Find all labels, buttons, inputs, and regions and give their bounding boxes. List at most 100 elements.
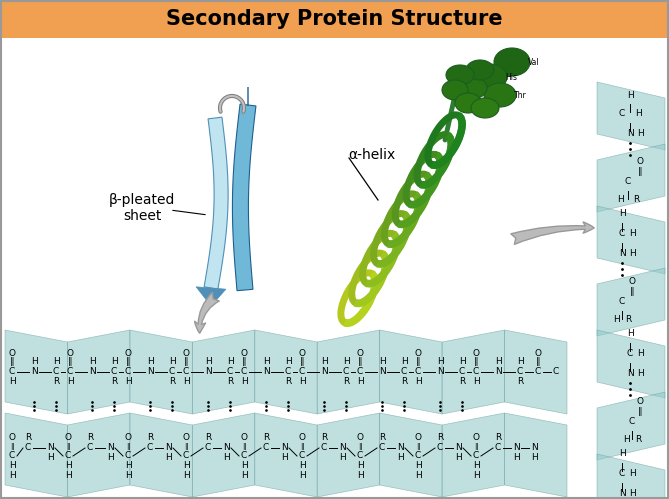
Text: H: H — [241, 462, 248, 471]
Text: ‖: ‖ — [536, 357, 541, 366]
Polygon shape — [68, 413, 130, 497]
Text: ‖: ‖ — [358, 357, 362, 366]
Polygon shape — [597, 392, 665, 460]
Text: β-pleated
sheet: β-pleated sheet — [109, 193, 175, 223]
Text: H: H — [169, 357, 175, 366]
Text: C: C — [299, 452, 305, 461]
Text: C: C — [241, 367, 247, 377]
Text: C: C — [437, 444, 443, 453]
Text: C: C — [169, 367, 175, 377]
Ellipse shape — [457, 77, 487, 99]
Text: H: H — [629, 489, 636, 498]
Text: H: H — [124, 472, 131, 481]
Text: N: N — [627, 129, 634, 138]
Polygon shape — [192, 330, 255, 414]
Text: O: O — [415, 434, 421, 443]
Text: N: N — [88, 367, 96, 377]
Polygon shape — [68, 330, 130, 414]
Text: ‖: ‖ — [300, 357, 304, 366]
Text: C: C — [517, 367, 523, 377]
Polygon shape — [255, 413, 317, 497]
Polygon shape — [504, 413, 567, 497]
Text: C: C — [619, 469, 625, 478]
Text: H: H — [47, 454, 54, 463]
Text: H: H — [53, 357, 60, 366]
Text: N: N — [619, 249, 626, 257]
Text: C: C — [241, 452, 247, 461]
Polygon shape — [597, 206, 665, 274]
Text: H: H — [343, 357, 349, 366]
Text: C: C — [9, 367, 15, 377]
Text: N: N — [379, 367, 385, 377]
Polygon shape — [504, 330, 567, 414]
Text: H: H — [183, 462, 189, 471]
Ellipse shape — [471, 98, 499, 118]
Text: H: H — [629, 469, 636, 478]
Text: C: C — [205, 444, 211, 453]
Text: H: H — [147, 357, 153, 366]
Text: α-helix: α-helix — [348, 148, 395, 162]
Text: N: N — [223, 444, 229, 453]
Text: N: N — [320, 367, 327, 377]
Text: H: H — [629, 249, 636, 257]
Text: H: H — [531, 454, 537, 463]
Polygon shape — [317, 330, 380, 414]
Text: O: O — [535, 349, 541, 358]
Polygon shape — [442, 413, 504, 497]
Text: His: His — [505, 72, 517, 81]
Text: N: N — [455, 444, 462, 453]
Polygon shape — [204, 117, 228, 289]
Text: C: C — [147, 444, 153, 453]
Text: C: C — [379, 444, 385, 453]
Text: ‖: ‖ — [630, 286, 634, 295]
Text: R: R — [321, 434, 327, 443]
Text: C: C — [111, 367, 117, 377]
Text: H: H — [124, 378, 131, 387]
Text: C: C — [619, 108, 625, 117]
Text: H: H — [617, 196, 624, 205]
Text: C: C — [473, 367, 479, 377]
Text: C: C — [535, 367, 541, 377]
Text: N: N — [512, 444, 519, 453]
Text: C: C — [25, 444, 31, 453]
Bar — [0, 0, 669, 38]
Text: H: H — [88, 357, 96, 366]
Polygon shape — [255, 330, 317, 414]
Polygon shape — [597, 144, 665, 212]
Polygon shape — [232, 104, 256, 291]
Text: ‖: ‖ — [184, 357, 188, 366]
Polygon shape — [5, 413, 68, 497]
Text: N: N — [205, 367, 211, 377]
Ellipse shape — [446, 65, 474, 85]
Text: ‖: ‖ — [242, 443, 246, 450]
Polygon shape — [317, 413, 380, 497]
Text: N: N — [397, 444, 403, 453]
Text: ‖: ‖ — [68, 357, 72, 366]
Text: C: C — [627, 348, 633, 357]
Text: N: N — [619, 489, 626, 498]
Text: N: N — [165, 444, 171, 453]
Text: C: C — [415, 452, 421, 461]
Polygon shape — [597, 268, 665, 336]
Text: H: H — [437, 357, 444, 366]
Text: ‖: ‖ — [638, 407, 642, 416]
Text: H: H — [106, 454, 113, 463]
Text: O: O — [472, 349, 480, 358]
Text: N: N — [106, 444, 113, 453]
Text: H: H — [284, 357, 292, 366]
Text: H: H — [227, 357, 233, 366]
Text: H: H — [110, 357, 117, 366]
Text: O: O — [415, 349, 421, 358]
Text: C: C — [227, 367, 233, 377]
Text: H: H — [124, 462, 131, 471]
Text: H: H — [459, 357, 466, 366]
Text: H: H — [619, 210, 626, 219]
Polygon shape — [5, 330, 68, 414]
Text: C: C — [321, 444, 327, 453]
Text: H: H — [298, 462, 305, 471]
Text: R: R — [53, 378, 59, 387]
Text: C: C — [53, 367, 59, 377]
Polygon shape — [380, 413, 442, 497]
Text: C: C — [125, 452, 131, 461]
Text: H: H — [627, 329, 634, 338]
